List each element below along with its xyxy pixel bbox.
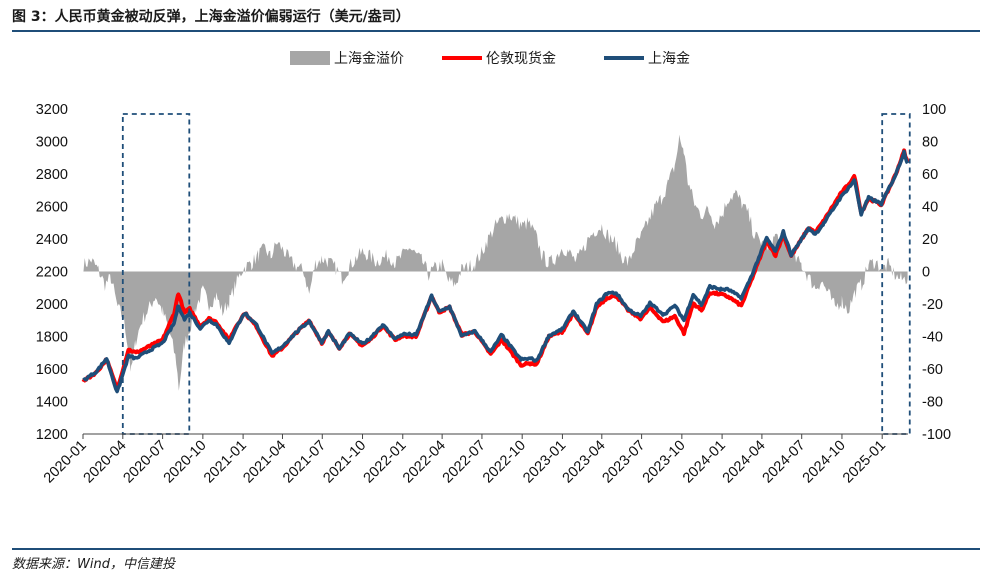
- y-right-tick-label: -100: [922, 427, 951, 443]
- legend-label: 上海金: [648, 51, 690, 67]
- highlight-box-1: [121, 113, 191, 435]
- y-left-tick-label: 1600: [36, 362, 68, 378]
- legend-label: 上海金溢价: [334, 51, 404, 67]
- y-right-tick-label: 60: [922, 167, 938, 183]
- series-premium-area: [83, 134, 908, 391]
- y-left-tick-label: 2800: [36, 167, 68, 183]
- legend-item: 上海金溢价: [290, 51, 404, 67]
- x-tick-label: 2024-04: [720, 438, 769, 487]
- x-tick-label: 2021-10: [320, 438, 369, 487]
- x-tick-label: 2025-01: [840, 438, 889, 487]
- chart-canvas: 1200 1400 1600 1800 2000 2200 2400 2600 2800 3000…: [36, 50, 951, 487]
- y-left-tick-label: 1400: [36, 395, 68, 411]
- y-right-tick-label: 80: [922, 135, 938, 151]
- y-right-tick-label: 20: [922, 232, 938, 248]
- x-tick-label: 2023-10: [640, 438, 689, 487]
- x-tick-label: 2023-01: [520, 438, 569, 487]
- legend-label: 伦敦现货金: [486, 50, 556, 67]
- legend: 上海金溢价 伦敦现货金 上海金: [290, 50, 690, 67]
- y-left-tick-label: 1200: [36, 427, 68, 443]
- x-tick-label: 2021-07: [280, 438, 329, 487]
- premium-area-layer: [83, 134, 908, 391]
- x-tick-label: 2021-04: [240, 438, 289, 487]
- x-tick-label: 2020-07: [120, 438, 169, 487]
- series-shanghai-gold-line: [82, 149, 910, 394]
- title-rule: [12, 30, 980, 32]
- y-right-tick-label: 0: [922, 265, 930, 281]
- y-left-tick-label: 1800: [36, 330, 68, 346]
- legend-item: 上海金: [604, 51, 690, 67]
- x-tick-label: 2022-07: [440, 438, 489, 487]
- y-left-tick-label: 3000: [36, 135, 68, 151]
- x-tick-label: 2024-01: [680, 438, 729, 487]
- x-tick-label: 2020-10: [161, 438, 210, 487]
- y-left-tick-label: 3200: [36, 102, 68, 118]
- y-right-tick-label: -80: [922, 395, 943, 411]
- line-series-layer: [81, 148, 910, 394]
- x-tick-label: 2020-01: [41, 438, 90, 487]
- footer-rule: [12, 548, 980, 550]
- y-right-tick-label: 100: [922, 102, 946, 118]
- x-tick-label: 2023-07: [599, 438, 648, 487]
- y-right-tick-label: 40: [922, 200, 938, 216]
- figure-title: 图 3：人民币黄金被动反弹，上海金溢价偏弱运行（美元/盎司）: [12, 9, 410, 25]
- source-note: 数据来源：Wind，中信建投: [12, 557, 175, 572]
- y-right-tick-label: -20: [922, 297, 943, 313]
- x-tick-label: 2024-07: [760, 438, 809, 487]
- y-right-tick-label: -40: [922, 330, 943, 346]
- legend-item: 伦敦现货金: [442, 50, 556, 67]
- y-left-tick-label: 2400: [36, 232, 68, 248]
- x-tick-label: 2021-01: [201, 438, 250, 487]
- y-right-tick-label: -60: [922, 362, 943, 378]
- x-tick-label: 2022-04: [400, 438, 449, 487]
- y-left-tick-label: 2600: [36, 200, 68, 216]
- x-tick-label: 2023-04: [560, 438, 609, 487]
- x-tick-label: 2022-01: [361, 438, 410, 487]
- x-tick-label: 2024-10: [800, 438, 849, 487]
- y-left-tick-label: 2000: [36, 297, 68, 313]
- x-tick-label: 2022-10: [480, 438, 529, 487]
- y-left-tick-label: 2200: [36, 265, 68, 281]
- x-tick-label: 2020-04: [81, 438, 130, 487]
- legend-swatch: [290, 51, 330, 65]
